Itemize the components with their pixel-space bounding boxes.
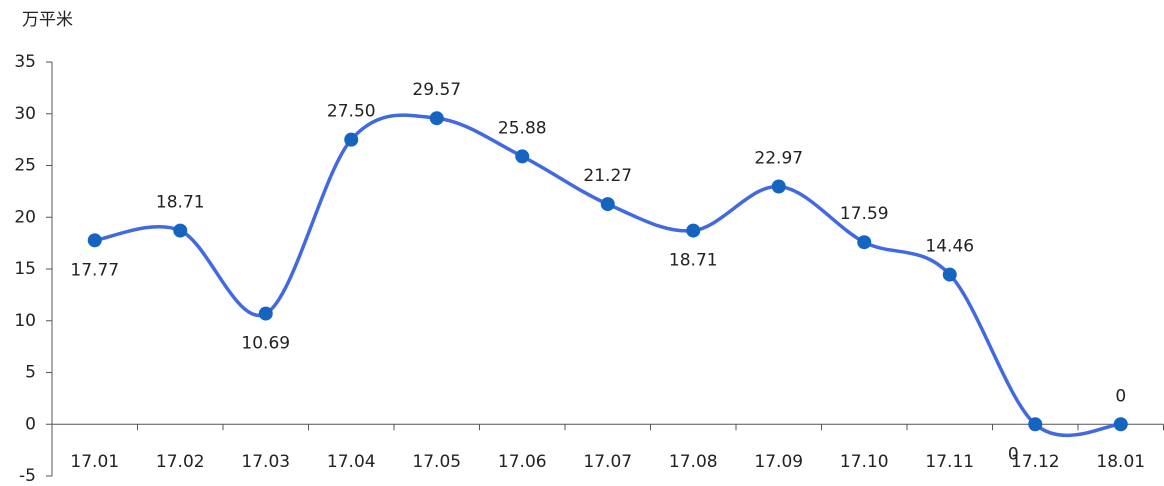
marker (1113, 417, 1128, 432)
data-label: 21.27 (583, 166, 632, 186)
data-label: 10.69 (241, 334, 290, 354)
x-tick-label: 17.08 (669, 452, 718, 472)
x-tick-label: 18.01 (1096, 452, 1145, 472)
data-label: 0 (1008, 444, 1019, 464)
y-tick-label: 20 (14, 207, 36, 227)
y-tick-label: 10 (14, 311, 36, 331)
x-tick-label: 17.11 (925, 452, 974, 472)
data-label: 0 (1115, 386, 1126, 406)
y-tick-label: 30 (14, 104, 36, 124)
y-tick-label: 35 (14, 52, 36, 72)
y-tick-label: 0 (25, 414, 36, 434)
marker (600, 197, 615, 212)
y-tick-label: 25 (14, 156, 36, 176)
x-tick-label: 17.10 (840, 452, 889, 472)
y-axis-unit: 万平米 (22, 10, 73, 30)
y-tick-label: 5 (25, 363, 36, 383)
y-tick-label: 15 (14, 259, 36, 279)
data-label: 18.71 (669, 251, 718, 271)
data-label: 17.59 (840, 204, 889, 224)
data-label: 18.71 (156, 193, 205, 213)
marker (87, 233, 102, 248)
x-tick-label: 17.06 (498, 452, 547, 472)
marker (1028, 417, 1043, 432)
x-tick-label: 17.12 (1011, 452, 1060, 472)
marker (857, 235, 872, 250)
y-tick-label: -5 (19, 466, 36, 486)
x-tick-label: 17.02 (156, 452, 205, 472)
marker (515, 149, 530, 164)
x-tick-label: 17.07 (583, 452, 632, 472)
data-label: 14.46 (925, 237, 974, 257)
x-tick-label: 17.01 (70, 452, 119, 472)
marker (344, 132, 359, 147)
data-label: 27.50 (327, 102, 376, 122)
x-tick-label: 17.03 (241, 452, 290, 472)
marker (429, 111, 444, 126)
marker (258, 306, 273, 321)
data-label: 29.57 (412, 80, 461, 100)
x-tick-label: 17.04 (327, 452, 376, 472)
x-tick-label: 17.09 (754, 452, 803, 472)
marker (942, 267, 957, 282)
marker (173, 223, 188, 238)
data-label: 22.97 (754, 149, 803, 169)
line (94, 113, 1121, 438)
data-label: 25.88 (498, 118, 547, 138)
marker (686, 223, 701, 238)
x-tick-label: 17.05 (412, 452, 461, 472)
data-label: 17.77 (70, 260, 119, 280)
marker (771, 179, 786, 194)
